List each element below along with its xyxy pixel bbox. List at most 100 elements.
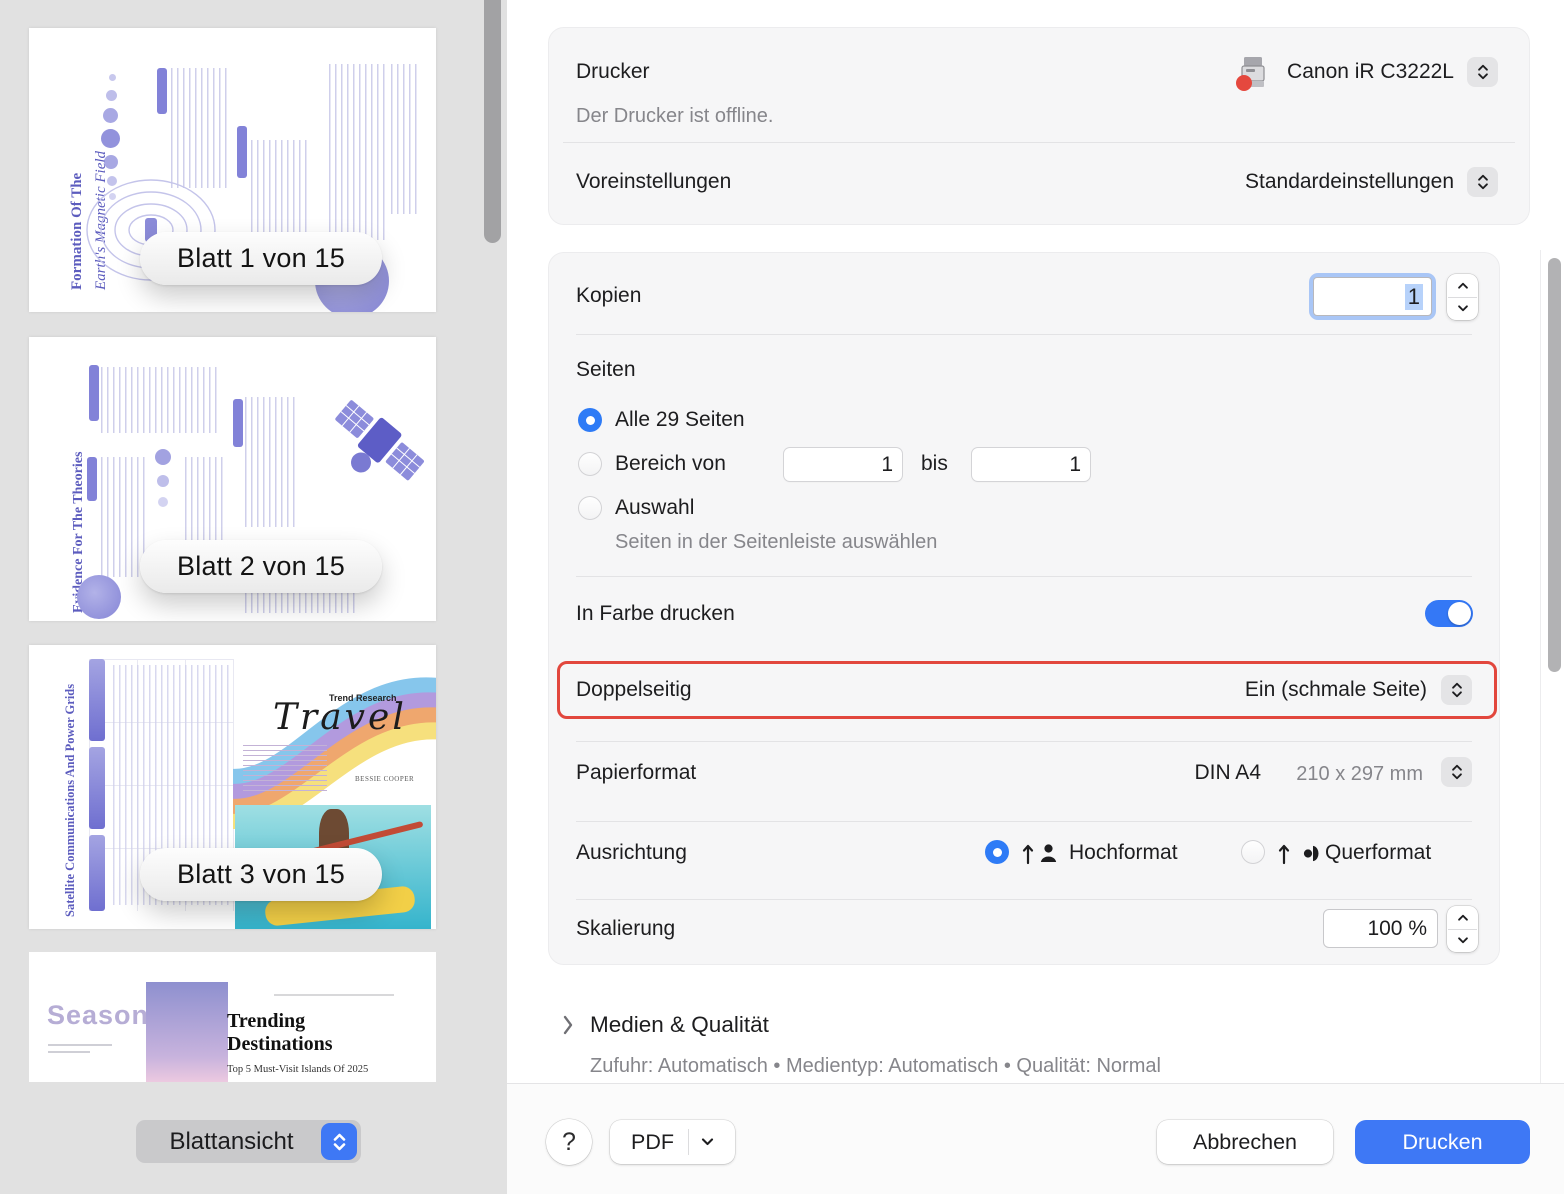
satellite-illustration: [335, 400, 424, 481]
portrait-label: Hochformat: [1069, 841, 1178, 864]
cover-paragraph: [243, 745, 327, 793]
sheet4-heading: Trending Destinations: [227, 1010, 333, 1055]
preview-sidebar: Formation Of The Earth's Magnetic Field …: [0, 0, 507, 1194]
sheet2-badge: Blatt 2 von 15: [140, 540, 382, 593]
sheet-thumbnail-3[interactable]: Satellite Communications And Power Grids…: [29, 645, 436, 929]
decor-line: [48, 1051, 90, 1053]
printer-value: Canon iR C3222L: [1287, 60, 1454, 83]
sheet3-badge: Blatt 3 von 15: [140, 848, 382, 901]
sheet-thumbnail-4[interactable]: Season Trending Destinations Top 5 Must-…: [29, 952, 436, 1082]
divider: [563, 142, 1515, 143]
media-quality-disclosure[interactable]: Medien & Qualität: [590, 1012, 769, 1037]
help-button[interactable]: ?: [546, 1119, 592, 1165]
color-print-toggle[interactable]: [1425, 600, 1473, 627]
pages-selection-radio[interactable]: [578, 496, 602, 520]
options-scrollbar[interactable]: [1548, 258, 1561, 672]
media-quality-summary: Zufuhr: Automatisch • Medientyp: Automat…: [590, 1055, 1161, 1077]
divider: [576, 899, 1472, 900]
scroll-track: [1540, 250, 1541, 1083]
paper-select[interactable]: [1441, 757, 1472, 787]
presets-label: Voreinstellungen: [576, 170, 732, 193]
gradient-panel: [146, 982, 228, 1082]
table-header: [89, 835, 105, 911]
paper-label: Papierformat: [576, 761, 697, 784]
decor-planet: [158, 497, 168, 507]
range-to-label: bis: [921, 452, 948, 475]
chevron-down-icon: [701, 1138, 714, 1146]
copies-value: 1: [1404, 283, 1423, 310]
decor-text-block: [245, 397, 297, 527]
copies-stepper[interactable]: [1447, 274, 1478, 320]
printer-select[interactable]: [1467, 57, 1498, 87]
cover-author: BESSIE COOPER: [355, 775, 415, 783]
sheet4-subheading: Top 5 Must-Visit Islands Of 2025: [227, 1064, 369, 1075]
duplex-highlight-box: [557, 661, 1497, 719]
scaling-stepper[interactable]: [1447, 906, 1478, 952]
decor-label: [89, 365, 99, 421]
duplex-select[interactable]: [1441, 675, 1472, 705]
paper-value: DIN A4: [1194, 761, 1261, 784]
decor-label: [157, 68, 167, 114]
sheet3-title: Satellite Communications And Power Grids: [63, 683, 77, 917]
cancel-button[interactable]: Abbrechen: [1157, 1120, 1333, 1164]
presets-value: Standardeinstellungen: [1245, 170, 1454, 193]
decor-dot: [101, 129, 120, 148]
decor-dot: [107, 176, 117, 186]
sidebar-scrollbar[interactable]: [484, 0, 501, 243]
decor-sun: [77, 575, 121, 619]
paper-dimensions: 210 x 297 mm: [1296, 763, 1423, 785]
scaling-value: 100 %: [1367, 916, 1427, 940]
range-from-value: 1: [881, 452, 893, 476]
decor-text-block: [171, 68, 229, 188]
print-label: Drucken: [1402, 1129, 1483, 1154]
sheet1-badge: Blatt 1 von 15: [140, 232, 382, 285]
decor-label: [233, 399, 243, 447]
landscape-radio[interactable]: [1241, 840, 1265, 864]
print-button[interactable]: Drucken: [1355, 1120, 1530, 1164]
decor-text-block: [101, 367, 221, 433]
table-header: [89, 659, 105, 741]
pdf-menu-button[interactable]: PDF: [610, 1120, 735, 1164]
decor-text-block: [391, 64, 417, 214]
pdf-label: PDF: [631, 1129, 674, 1154]
duplex-label: Doppelseitig: [576, 678, 692, 701]
scaling-label: Skalierung: [576, 917, 676, 940]
stepper-icon: [321, 1123, 357, 1160]
portrait-orientation-icon: [1022, 844, 1057, 865]
sheet4-brand: Season: [47, 1000, 150, 1030]
pages-range-radio[interactable]: [578, 452, 602, 476]
landscape-label: Querformat: [1325, 841, 1432, 864]
help-label: ?: [562, 1127, 576, 1156]
pages-selection-hint: Seiten in der Seitenleiste auswählen: [615, 531, 938, 553]
pages-selection-label: Auswahl: [615, 496, 695, 519]
cover-title: Travel: [273, 697, 407, 738]
orientation-label: Ausrichtung: [576, 841, 687, 864]
portrait-radio[interactable]: [985, 840, 1009, 864]
printer-status: Der Drucker ist offline.: [576, 105, 774, 127]
divider: [576, 741, 1472, 742]
pages-label: Seiten: [576, 358, 636, 381]
decor-line: [48, 1044, 112, 1046]
presets-select[interactable]: [1467, 167, 1498, 197]
printer-label: Drucker: [576, 60, 650, 83]
divider: [576, 334, 1472, 335]
decor-dot: [109, 193, 116, 200]
scaling-input[interactable]: 100 %: [1323, 909, 1438, 948]
printer-presets-group: Drucker Canon iR C3222L Der Drucker ist …: [548, 27, 1530, 225]
sheet-view-selector[interactable]: Blattansicht: [136, 1120, 361, 1163]
pages-all-radio[interactable]: [578, 408, 602, 432]
sheet-thumbnail-2[interactable]: Evidence For The Theories Blatt 2 von 15: [29, 337, 436, 621]
decor-text-block: [101, 457, 145, 577]
copies-input[interactable]: 1: [1309, 273, 1436, 320]
pages-range-label: Bereich von: [615, 452, 726, 475]
decor-dot: [104, 155, 118, 169]
decor-text-block: [329, 64, 385, 240]
range-from-input[interactable]: 1: [784, 448, 902, 481]
button-divider: [688, 1129, 689, 1155]
cover-label: Trend Research: [329, 693, 397, 703]
sheet-thumbnail-1[interactable]: Formation Of The Earth's Magnetic Field …: [29, 28, 436, 312]
landscape-orientation-icon: [1278, 844, 1319, 865]
range-to-input[interactable]: 1: [972, 448, 1090, 481]
decor-planet: [157, 475, 169, 487]
copies-label: Kopien: [576, 284, 642, 307]
